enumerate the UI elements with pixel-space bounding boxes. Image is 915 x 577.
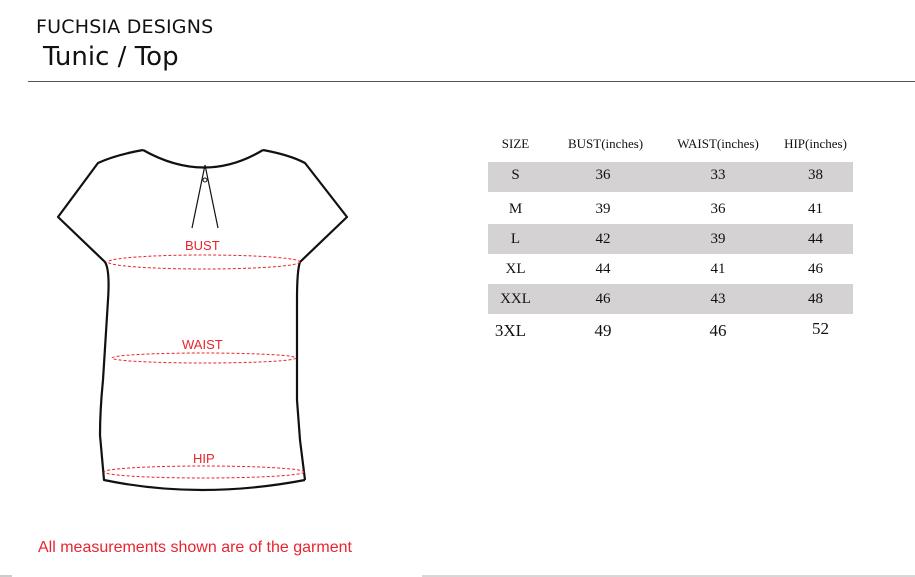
- size-chart-table: SIZE BUST(inches) WAIST(inches) HIP(inch…: [488, 134, 853, 344]
- product-title: Tunic / Top: [43, 42, 179, 72]
- bust-cell: 42: [595, 231, 611, 247]
- size-cell: 3XL: [494, 321, 527, 340]
- neckline: [142, 149, 264, 169]
- size-cell: XXL: [500, 291, 531, 307]
- waist-cell: 33: [710, 167, 726, 183]
- table-row: M 39 36 41: [488, 192, 853, 224]
- size-cell: M: [508, 201, 523, 217]
- footer-divider-left: [0, 575, 12, 577]
- column-header-size: SIZE: [501, 136, 530, 151]
- waist-cell: 39: [710, 231, 726, 247]
- bust-measure-line: [107, 254, 301, 270]
- hip-cell: 52: [812, 319, 829, 338]
- footer-divider-right: [422, 575, 915, 577]
- bust-cell: 39: [595, 201, 611, 217]
- hip-cell: 48: [808, 291, 823, 307]
- hip-cell: 44: [808, 231, 823, 247]
- waist-cell: 46: [709, 321, 727, 340]
- column-header-bust: BUST(inches): [568, 136, 644, 151]
- table-row: XXL 46 43 48: [488, 284, 853, 314]
- hip-cell: 46: [808, 261, 823, 277]
- size-cell: L: [510, 231, 521, 247]
- table-row: S 36 33 38: [488, 162, 853, 192]
- table-row: L 42 39 44: [488, 224, 853, 254]
- column-header-hip: HIP(inches): [784, 136, 847, 151]
- tunic-left-outline: [56, 148, 306, 492]
- bust-cell: 36: [595, 167, 611, 183]
- waist-cell: 41: [710, 261, 726, 277]
- tunic-right-outline: [262, 148, 349, 481]
- waist-cell: 36: [710, 201, 726, 217]
- bust-cell: 46: [595, 291, 611, 307]
- table-row: 3XL 49 46 52: [488, 314, 853, 344]
- column-header-waist: WAIST(inches): [677, 136, 759, 151]
- hip-label: HIP: [193, 451, 215, 466]
- waist-cell: 43: [710, 291, 726, 307]
- waist-label: WAIST: [182, 337, 223, 352]
- brand-name: FUCHSIA DESIGNS: [36, 16, 214, 38]
- bust-label: BUST: [185, 238, 220, 253]
- header-divider: [28, 81, 915, 82]
- waist-measure-line: [111, 352, 297, 364]
- hip-cell: 41: [808, 201, 823, 217]
- table-row: XL 44 41 46: [488, 254, 853, 284]
- size-cell: S: [511, 167, 520, 183]
- tunic-diagram: [56, 148, 349, 492]
- measurement-note: All measurements shown are of the garmen…: [38, 539, 352, 556]
- hip-cell: 38: [808, 167, 823, 183]
- size-cell: XL: [505, 261, 526, 277]
- bust-cell: 49: [594, 321, 612, 340]
- neck-pleat: [191, 164, 219, 229]
- hip-measure-line: [103, 465, 305, 479]
- table-header: SIZE BUST(inches) WAIST(inches) HIP(inch…: [488, 134, 853, 162]
- bust-cell: 44: [595, 261, 611, 277]
